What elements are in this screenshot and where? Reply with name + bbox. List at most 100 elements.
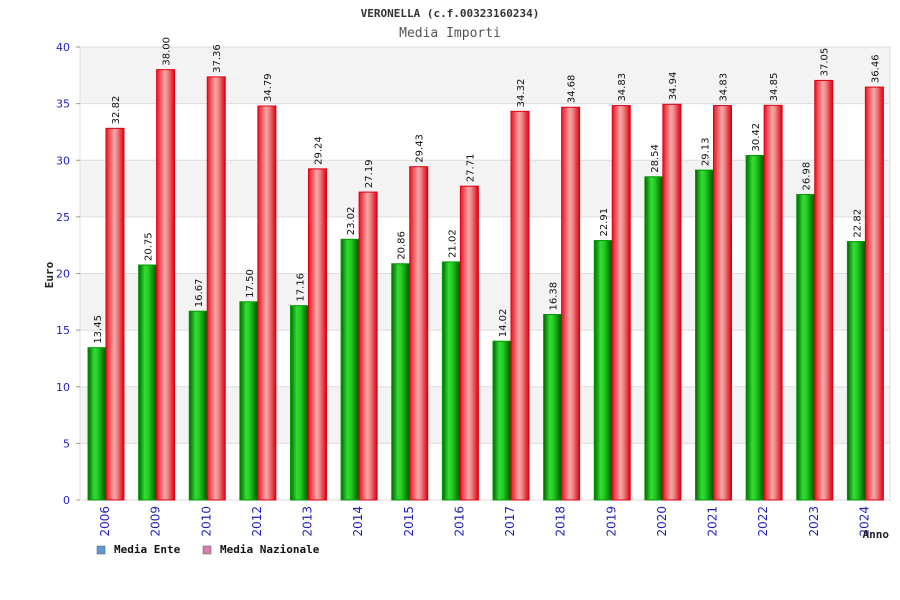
value-label: 38.00 [162,37,173,66]
x-tick-label: 2015 [402,506,416,537]
bar-media-ente [846,241,866,501]
bar-media-ente [695,169,714,501]
bar-media-nazionale [358,191,378,501]
bar-media-nazionale [206,76,226,501]
y-tick-label: 25 [56,211,70,224]
x-axis-label: Anno [863,528,890,541]
y-tick-label: 15 [56,324,70,337]
value-label: 22.82 [852,209,863,238]
bar-media-ente [593,240,613,501]
bar-media-nazionale [662,103,682,501]
value-label: 23.02 [346,207,357,236]
value-label: 29.43 [415,134,426,163]
value-label: 27.71 [465,154,476,183]
bar-media-nazionale [510,110,530,501]
value-label: 37.36 [212,44,223,73]
x-tick-label: 2006 [98,506,112,537]
value-label: 27.19 [364,159,375,188]
legend-swatch-media-nazionale [202,545,212,555]
x-tick-label: 2009 [149,506,163,537]
bar-media-ente [239,301,259,501]
x-tick-label: 2020 [655,506,669,537]
bar-media-nazionale [308,168,327,501]
bar-media-nazionale [105,127,125,501]
value-label: 34.32 [516,79,527,108]
value-label: 16.38 [549,282,560,311]
y-tick-label: 0 [63,494,70,507]
value-label: 20.86 [397,231,408,260]
bar-media-ente [543,313,563,501]
bar-media-nazionale [864,86,884,501]
bar-media-nazionale [611,105,631,501]
value-label: 34.79 [263,73,274,102]
bar-media-ente [441,261,461,501]
value-label: 28.54 [650,144,661,173]
y-tick-label: 40 [56,41,70,54]
value-label: 17.50 [245,269,256,298]
y-tick-label: 35 [56,98,70,111]
bar-media-nazionale [257,105,277,501]
bar-media-ente [796,193,816,501]
value-label: 36.46 [870,54,881,83]
x-tick-label: 2014 [351,506,365,537]
value-labels: 13.45 32.82 20.75 38.00 16.67 37.36 17.50 34.79… [93,37,881,344]
value-label: 16.67 [194,279,205,308]
value-label: 34.83 [617,73,628,102]
value-label: 32.82 [111,96,122,125]
bar-media-ente [188,310,208,501]
x-tick-label: 2017 [503,506,517,537]
bar-media-nazionale [459,185,479,501]
bar-media-ente [391,263,411,501]
chart-subtitle: Media Importi [399,26,501,41]
legend-label-media-ente: Media Ente [114,543,181,556]
y-axis-label: Euro [43,261,56,288]
x-tick-label: 2023 [807,506,821,537]
value-label: 20.75 [144,232,155,261]
bar-media-nazionale [156,69,176,501]
bar-media-ente [87,347,107,501]
bars [87,69,884,501]
x-tick-label: 2016 [452,506,466,537]
bar-media-nazionale [814,79,834,501]
y-axis-ticks: 0 5 10 15 20 25 30 35 40 [56,41,80,507]
value-label: 29.24 [314,136,325,165]
value-label: 29.13 [701,137,712,166]
legend-swatch-media-ente [96,545,106,555]
y-tick-label: 20 [56,268,70,281]
value-label: 21.02 [447,229,458,258]
bar-media-nazionale [763,104,783,501]
value-label: 14.02 [498,309,509,338]
bar-media-ente [745,154,765,501]
value-label: 22.91 [599,208,610,237]
bar-media-nazionale [713,105,732,501]
x-axis-ticks: 2006 2009 2010 2012 2013 2014 2015 2016 2017 2018… [98,506,871,537]
legend: Media Ente Media Nazionale [96,543,320,556]
bar-media-ente [138,264,158,501]
y-tick-label: 10 [56,381,70,394]
value-label: 34.85 [769,73,780,102]
legend-label-media-nazionale: Media Nazionale [220,543,320,556]
bar-media-nazionale [561,106,581,501]
bar-media-ente [290,305,309,501]
x-tick-label: 2012 [250,506,264,537]
value-label: 34.83 [719,73,730,102]
bar-media-ente [492,340,512,501]
value-label: 34.68 [567,75,578,104]
x-tick-label: 2013 [301,506,315,537]
x-tick-label: 2021 [706,506,720,537]
y-tick-label: 30 [56,154,70,167]
y-tick-label: 5 [63,437,70,450]
x-tick-label: 2019 [604,506,618,537]
bar-media-nazionale [409,166,429,501]
x-tick-label: 2022 [756,506,770,537]
x-tick-label: 2018 [554,506,568,537]
value-label: 34.94 [668,72,679,101]
value-label: 13.45 [93,315,104,344]
value-label: 17.16 [296,273,307,302]
value-label: 30.42 [751,123,762,152]
chart-title: VERONELLA (c.f.00323160234) [361,7,540,20]
bar-media-ente [340,238,360,501]
value-label: 26.98 [802,162,813,191]
value-label: 37.05 [820,48,831,77]
